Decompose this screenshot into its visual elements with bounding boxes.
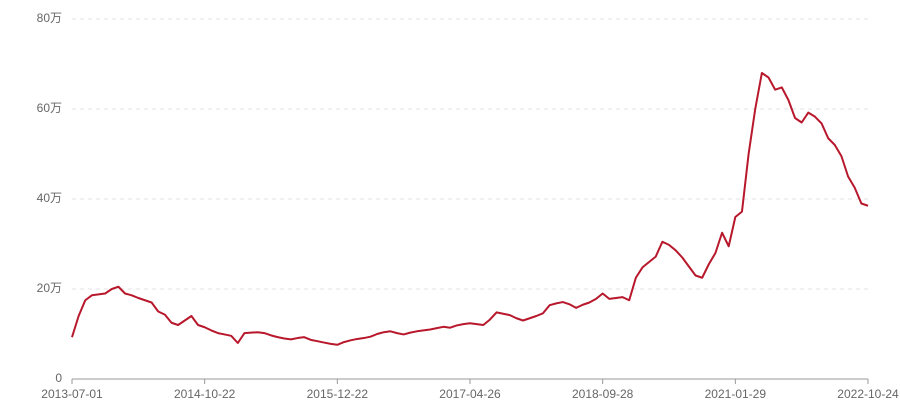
y-tick-label: 20万 — [37, 281, 62, 295]
x-tick-label: 2022-10-24 — [837, 387, 899, 400]
x-tick-label: 2015-12-22 — [307, 387, 369, 400]
y-tick-label: 40万 — [37, 191, 62, 205]
x-tick-label: 2017-04-26 — [439, 387, 501, 400]
y-tick-label: 60万 — [37, 101, 62, 115]
x-tick-label: 2018-09-28 — [572, 387, 634, 400]
y-tick-label: 80万 — [37, 11, 62, 25]
y-tick-label: 0 — [55, 371, 62, 385]
line-series — [71, 72, 869, 346]
x-tick-label: 2021-01-29 — [705, 387, 767, 400]
x-tick-label: 2013-07-01 — [41, 387, 103, 400]
x-tick-label: 2014-10-22 — [174, 387, 236, 400]
